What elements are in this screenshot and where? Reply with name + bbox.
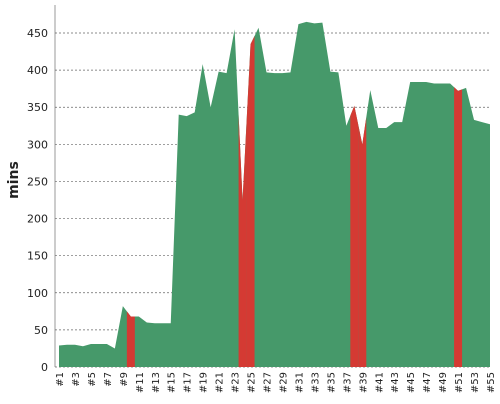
x-tick-label: #41	[374, 372, 385, 393]
y-tick-label: 450	[27, 27, 48, 40]
x-tick-label: #39	[358, 372, 369, 393]
x-tick-label: #47	[422, 372, 433, 393]
x-tick-label: #37	[342, 372, 353, 393]
y-tick-label: 350	[27, 101, 48, 114]
y-tick-label: 50	[34, 324, 48, 337]
highlight-band	[126, 311, 135, 367]
x-tick-label: #15	[167, 372, 178, 393]
x-tick-label: #25	[247, 372, 258, 393]
highlight-band	[454, 87, 463, 367]
x-tick-label: #53	[470, 372, 481, 393]
x-tick-label: #13	[151, 372, 162, 393]
y-tick-label: 400	[27, 64, 48, 77]
x-tick-label: #17	[183, 372, 194, 393]
x-tick-label: #1	[55, 372, 66, 387]
x-tick-label: #51	[454, 372, 465, 393]
x-tick-label: #11	[135, 372, 146, 393]
y-tick-label: 200	[27, 213, 48, 226]
x-tick-label: #9	[119, 372, 130, 387]
y-tick-label: 300	[27, 138, 48, 151]
x-tick-label: #49	[438, 372, 449, 393]
y-axis-label: mins	[6, 161, 22, 199]
highlight-band	[350, 105, 359, 367]
highlight-band	[246, 35, 255, 368]
x-tick-label: #55	[486, 372, 497, 393]
x-tick-label: #19	[199, 372, 210, 393]
y-tick-label: 100	[27, 287, 48, 300]
y-tick-label: 0	[41, 361, 48, 374]
y-tick-label: 150	[27, 250, 48, 263]
x-tick-label: #45	[406, 372, 417, 393]
x-tick-label: #33	[310, 372, 321, 393]
x-tick-label: #7	[103, 372, 114, 387]
x-tick-label: #35	[326, 372, 337, 393]
x-tick-label: #21	[215, 372, 226, 393]
x-tick-label: #43	[390, 372, 401, 393]
highlight-band	[238, 114, 247, 368]
x-tick-label: #23	[231, 372, 242, 393]
area	[59, 21, 490, 367]
highlight-band	[358, 117, 367, 368]
x-tick-label: #31	[294, 372, 305, 393]
x-tick-label: #27	[263, 372, 274, 393]
x-tick-label: #29	[278, 372, 289, 393]
y-tick-label: 250	[27, 175, 48, 188]
x-tick-label: #5	[87, 372, 98, 387]
x-tick-label: #3	[71, 372, 82, 387]
